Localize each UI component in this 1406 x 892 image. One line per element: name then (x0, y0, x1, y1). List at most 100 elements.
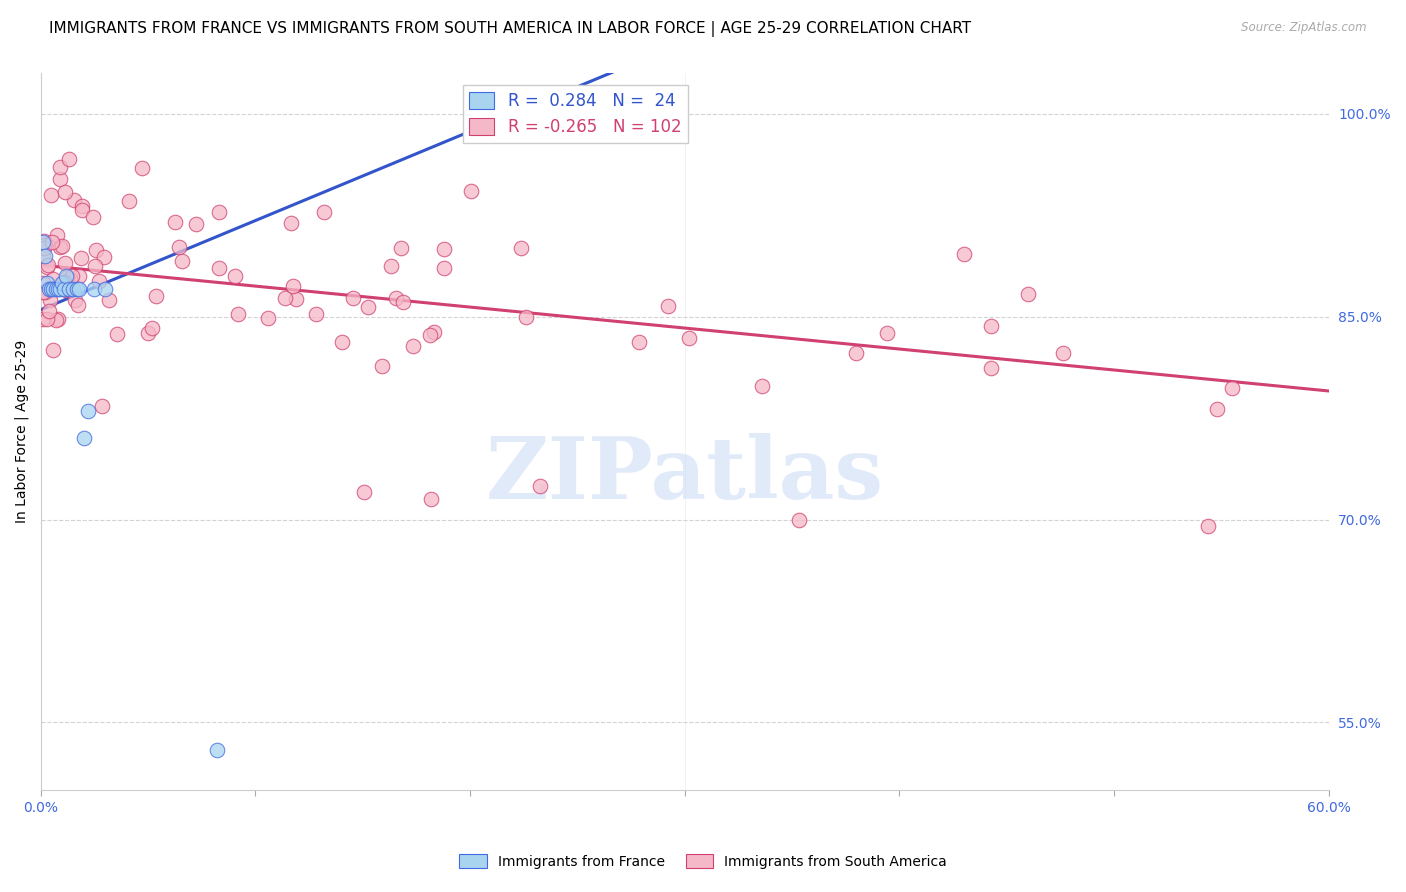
Point (980, 318, 1002, 333)
Point (55, 268, 77, 283)
Point (70, 198, 93, 212)
Point (41, 235, 63, 250)
Point (32, 249, 55, 263)
Point (186, 217, 208, 231)
Point (70, 251, 93, 265)
Point (385, 291, 408, 305)
Point (138, 326, 160, 340)
Point (31, 285, 53, 299)
Point (208, 205, 231, 219)
Point (314, 205, 336, 219)
Point (357, 300, 380, 314)
Point (845, 346, 868, 360)
Point (371, 359, 394, 373)
Point (39, 187, 62, 202)
Point (55, 283, 77, 297)
Legend: Immigrants from France, Immigrants from South America: Immigrants from France, Immigrants from … (453, 848, 953, 874)
Point (42, 343, 65, 358)
Point (389, 242, 412, 256)
Point (48, 161, 70, 175)
Point (432, 260, 454, 275)
Point (51, 276, 73, 290)
Point (34, 285, 56, 299)
Point (49, 239, 72, 253)
Point (46, 312, 69, 326)
Point (481, 106, 503, 120)
Point (353, 485, 375, 500)
Point (84, 259, 107, 273)
Point (131, 161, 153, 175)
Point (66, 283, 89, 297)
Point (76, 404, 98, 418)
Point (49, 283, 72, 297)
Point (284, 292, 307, 306)
Point (35, 260, 58, 275)
Text: Source: ZipAtlas.com: Source: ZipAtlas.com (1241, 21, 1367, 34)
Point (34, 249, 56, 263)
Point (118, 194, 141, 208)
Point (141, 321, 163, 335)
Legend: R =  0.284   N =  24, R = -0.265   N = 102: R = 0.284 N = 24, R = -0.265 N = 102 (463, 85, 688, 143)
Point (205, 742, 228, 756)
Point (93, 250, 115, 264)
Point (226, 307, 249, 321)
Point (1017, 287, 1039, 301)
Point (67, 269, 90, 284)
Point (1052, 346, 1074, 360)
Point (94, 283, 117, 297)
Point (82, 211, 104, 225)
Point (628, 335, 651, 350)
Point (433, 242, 456, 256)
Point (491, 106, 513, 120)
Point (380, 259, 402, 273)
Point (46, 228, 69, 243)
Point (342, 291, 364, 305)
Point (52, 276, 75, 290)
Point (419, 327, 441, 342)
Point (46, 283, 69, 297)
Point (39, 293, 62, 307)
Point (35, 311, 58, 326)
Point (256, 311, 278, 326)
Point (224, 269, 246, 284)
Point (91, 400, 114, 414)
Point (787, 512, 810, 526)
Point (60, 268, 83, 283)
Point (37, 259, 59, 273)
Text: ZIPatlas: ZIPatlas (485, 433, 883, 516)
Point (31, 235, 53, 249)
Point (41, 283, 63, 297)
Point (42, 283, 65, 297)
Point (45, 313, 67, 327)
Point (515, 310, 537, 324)
Point (1206, 402, 1229, 417)
Point (49, 171, 72, 186)
Point (53, 255, 76, 269)
Point (53, 185, 76, 199)
Point (163, 214, 186, 228)
Point (63, 293, 86, 308)
Point (105, 327, 128, 342)
Point (59, 272, 82, 286)
Point (172, 254, 194, 268)
Point (31, 276, 53, 290)
Point (67, 283, 90, 297)
Point (70, 202, 93, 217)
Point (41, 271, 63, 285)
Point (529, 478, 551, 492)
Point (980, 361, 1002, 376)
Point (280, 216, 302, 230)
Point (751, 378, 773, 392)
Point (45, 283, 67, 297)
Point (62, 283, 84, 297)
Text: IMMIGRANTS FROM FRANCE VS IMMIGRANTS FROM SOUTH AMERICA IN LABOR FORCE | AGE 25-: IMMIGRANTS FROM FRANCE VS IMMIGRANTS FRO… (49, 21, 972, 37)
Point (58, 283, 80, 297)
Point (35, 276, 58, 290)
Point (1197, 519, 1219, 533)
Point (952, 247, 974, 261)
Point (56, 269, 79, 284)
Point (58, 282, 80, 296)
Point (63, 193, 86, 207)
Point (83, 283, 105, 297)
Point (53, 283, 76, 297)
